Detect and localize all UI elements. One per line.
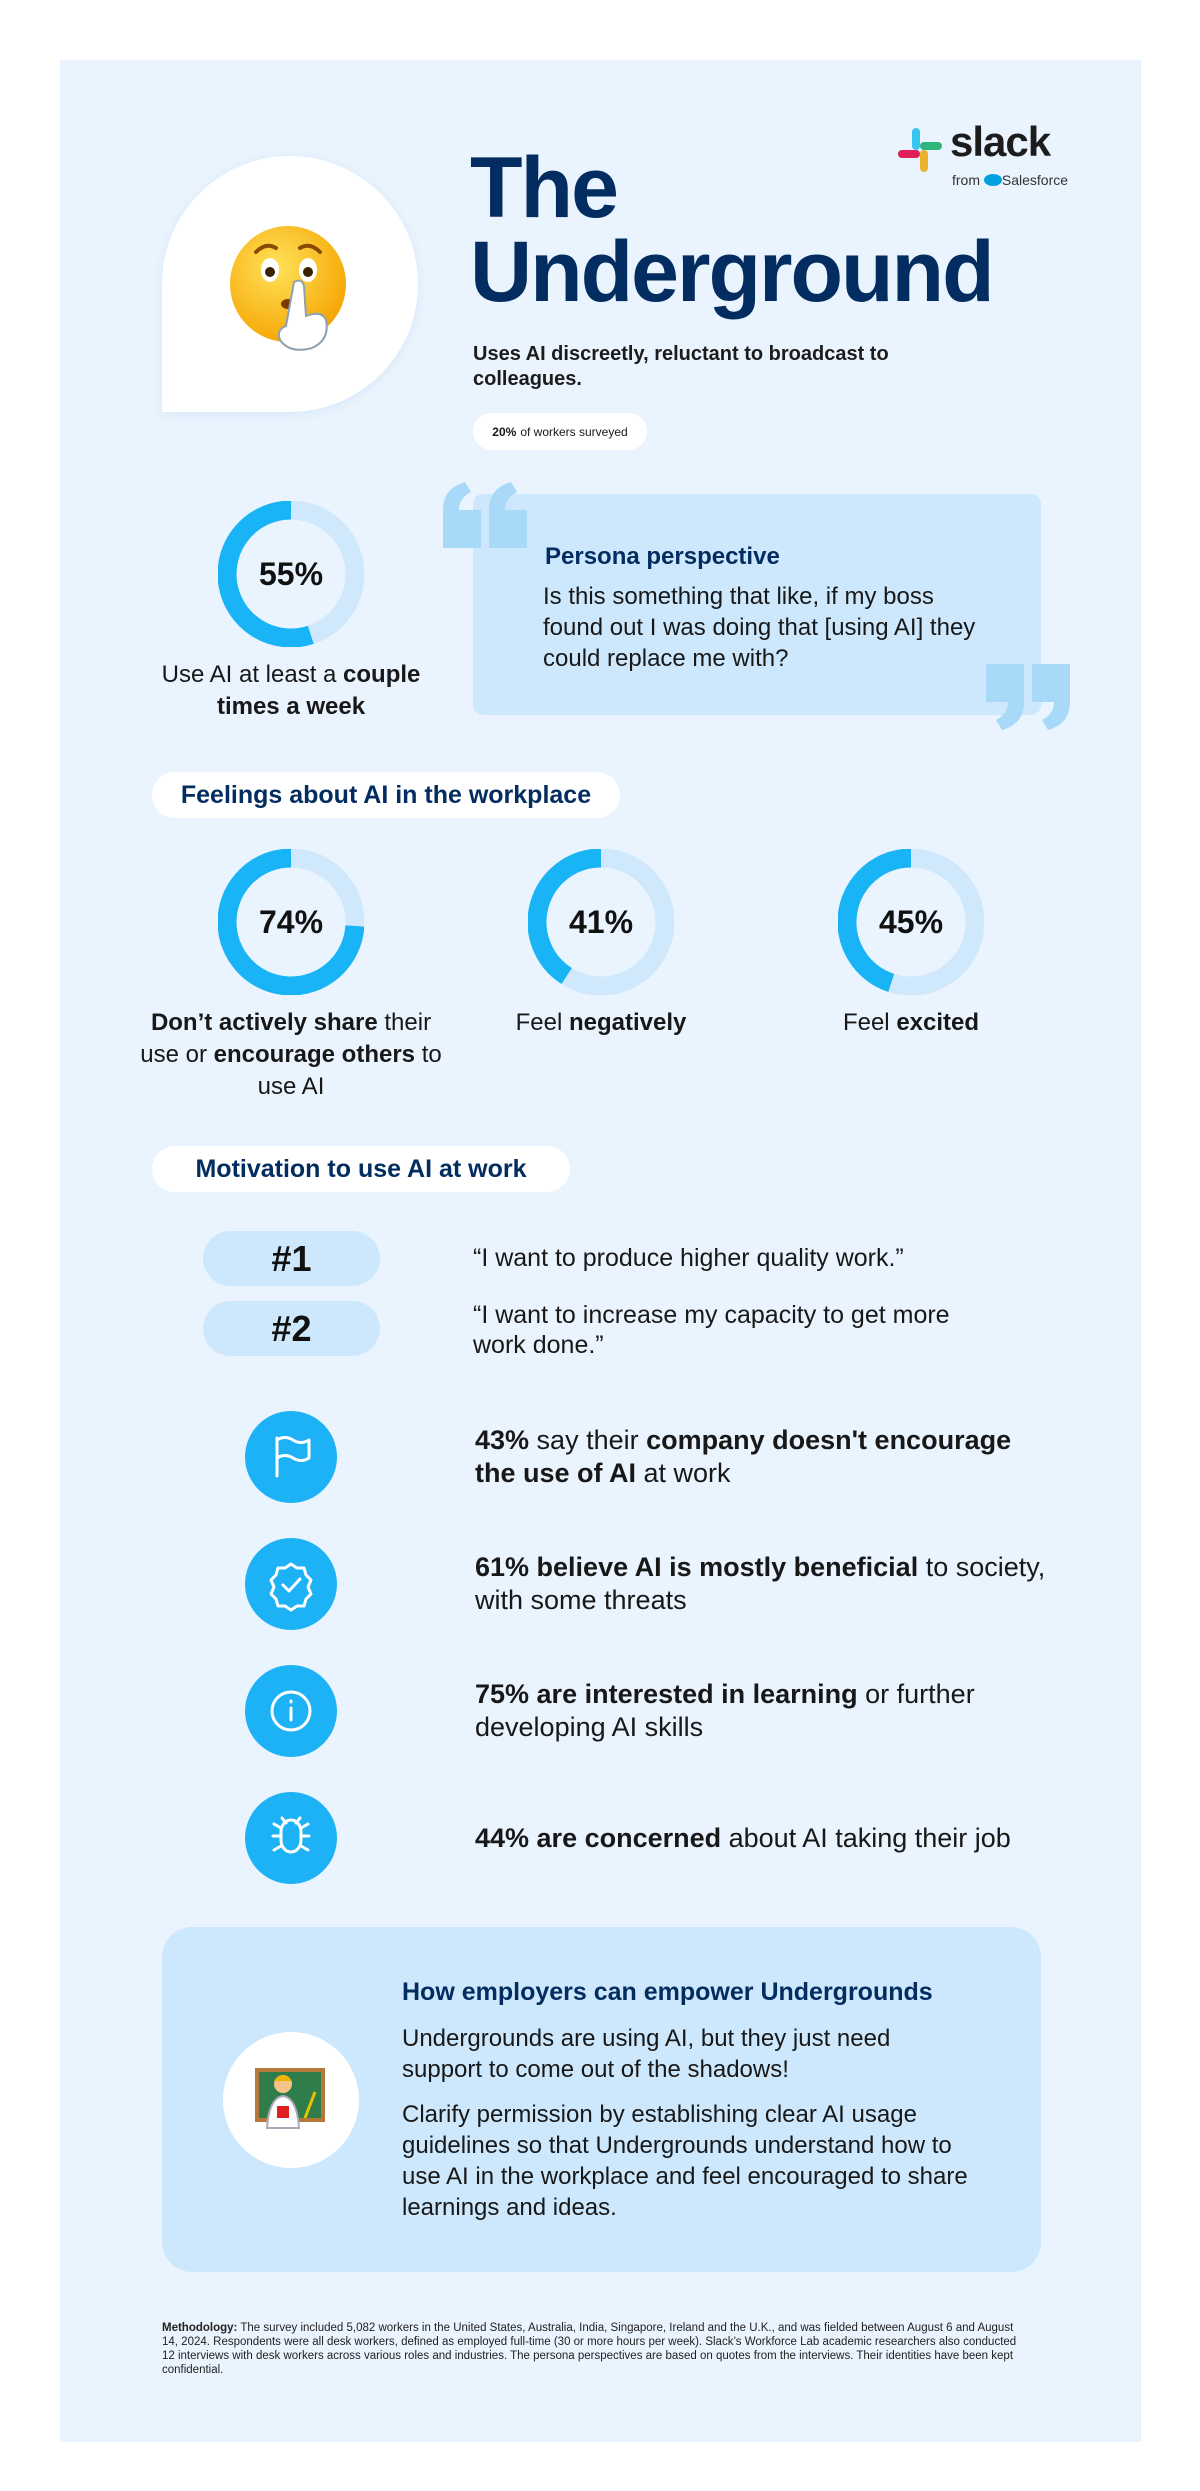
usage-donut: 55% [217,500,365,652]
share-text: of workers surveyed [520,424,628,439]
brows [254,243,322,254]
logo-company: Salesforce [1001,172,1069,188]
title-line: Underground [470,224,995,320]
text-run: say their [529,1425,647,1455]
pupil [303,267,313,277]
title-line: The [470,140,619,236]
employers-heading: How employers can empower Undergrounds [402,1978,933,2006]
logo-bar [920,142,942,150]
text-run: or further developing AI skills [475,1679,975,1742]
text-run: Feel [515,1009,569,1036]
donut-arc [837,848,912,992]
pointer [303,2091,317,2119]
methodology: Methodology: The survey included 5,082 w… [162,2321,1022,2377]
rank-quote: “I want to produce higher quality work.” [473,1244,904,1272]
teacher-icon [223,2032,359,2168]
text-run: at work [636,1458,731,1488]
title: The Underground [470,140,995,320]
donut: 45% [837,848,985,996]
text-run: 75% are interested in learning [475,1679,858,1709]
text-run: excited [896,1009,980,1036]
text-run: encourage others [213,1041,416,1068]
pupil [265,267,275,277]
donut-label: 55% [259,556,323,592]
logo-bar [920,150,928,172]
text-run: company doesn't encourage the use of AI [475,1425,1012,1488]
donut-label: 74% [259,904,323,940]
persona-quote: Is this something that like, if my boss … [543,583,976,672]
text-run: to society, with some threats [475,1552,1046,1615]
shushing-emoji [230,226,346,351]
section-pill: Feelings about AI in the workplace [152,772,620,818]
feeling-donut: 41% [527,848,675,1000]
rank-pill: #1 [203,1231,380,1286]
logo-bar [898,150,920,158]
quote-mark [443,482,527,548]
cloud-icon [983,174,1002,186]
logo-bar [912,128,920,150]
text-run: 61% believe AI is mostly beneficial [475,1552,919,1582]
quote-mark [986,664,1070,730]
text-run: couple times a week [216,661,421,720]
donut: 74% [217,848,365,996]
text-run: Use AI at least a [161,661,344,688]
book [277,2106,289,2118]
rank-pill: #2 [203,1301,380,1356]
paragraph: Undergrounds are using AI, but they just… [402,2025,891,2083]
feeling-donut: 45% [837,848,985,1000]
feeling-caption: Feel negatively [441,1007,761,1039]
donut: 55% [217,500,365,648]
donut-arc [527,848,602,985]
feeling-caption: Feel excited [751,1007,1071,1039]
cloud [983,174,1002,186]
share-pill: 20% of workers surveyed [473,413,647,450]
slack-mark [898,128,942,172]
fact-text: 44% are concerned about AI taking their … [475,1822,1055,1855]
share-value: 20% [492,424,517,439]
persona-heading: Persona perspective [545,543,780,570]
paragraph: Clarify permission by establishing clear… [402,2101,968,2221]
text-run: about AI taking their job [721,1822,1011,1853]
text-run: Methodology: [162,2322,238,2334]
text-run: Feel [842,1009,897,1036]
text-run: their use or [140,1009,432,1068]
fact-text: 61% believe AI is mostly beneficial to s… [475,1551,1055,1617]
donut-label: 45% [879,904,943,940]
donut-arc [217,500,314,648]
text-run: Don’t actively share [150,1009,378,1036]
quote-box [473,494,1041,715]
donut-label: 41% [569,904,633,940]
fact-text: 43% say their company doesn't encourage … [475,1424,1055,1490]
donut: 41% [527,848,675,996]
logo-brand: slack [950,118,1051,165]
text-run: The survey included 5,082 workers in the… [162,2322,1017,2376]
employers-text: Undergrounds are using AI, but they just… [402,2023,977,2237]
feeling-caption: Don’t actively share their use or encour… [131,1007,451,1103]
feeling-donut: 74% [217,848,365,1000]
text-run: negatively [568,1009,687,1036]
text-run: 44% are concerned [475,1822,722,1853]
open-quote [443,482,527,548]
usage-caption: Use AI at least a couple times a week [131,659,451,723]
fact-text: 75% are interested in learning or furthe… [475,1678,1055,1744]
subtitle: Uses AI discreetly, reluctant to broadca… [473,343,889,390]
text-run: 43% [475,1425,530,1455]
logo-from: from Salesforce [952,172,1068,188]
donut-arc [217,848,365,996]
logo-from-word: from [952,172,980,188]
close-quote [986,664,1070,730]
rank-quote: “I want to increase my capacity to get m… [473,1301,950,1359]
hand [277,279,328,351]
section-pill: Motivation to use AI at work [152,1146,570,1192]
hair [274,2075,292,2081]
text-run: to use AI [257,1041,442,1100]
